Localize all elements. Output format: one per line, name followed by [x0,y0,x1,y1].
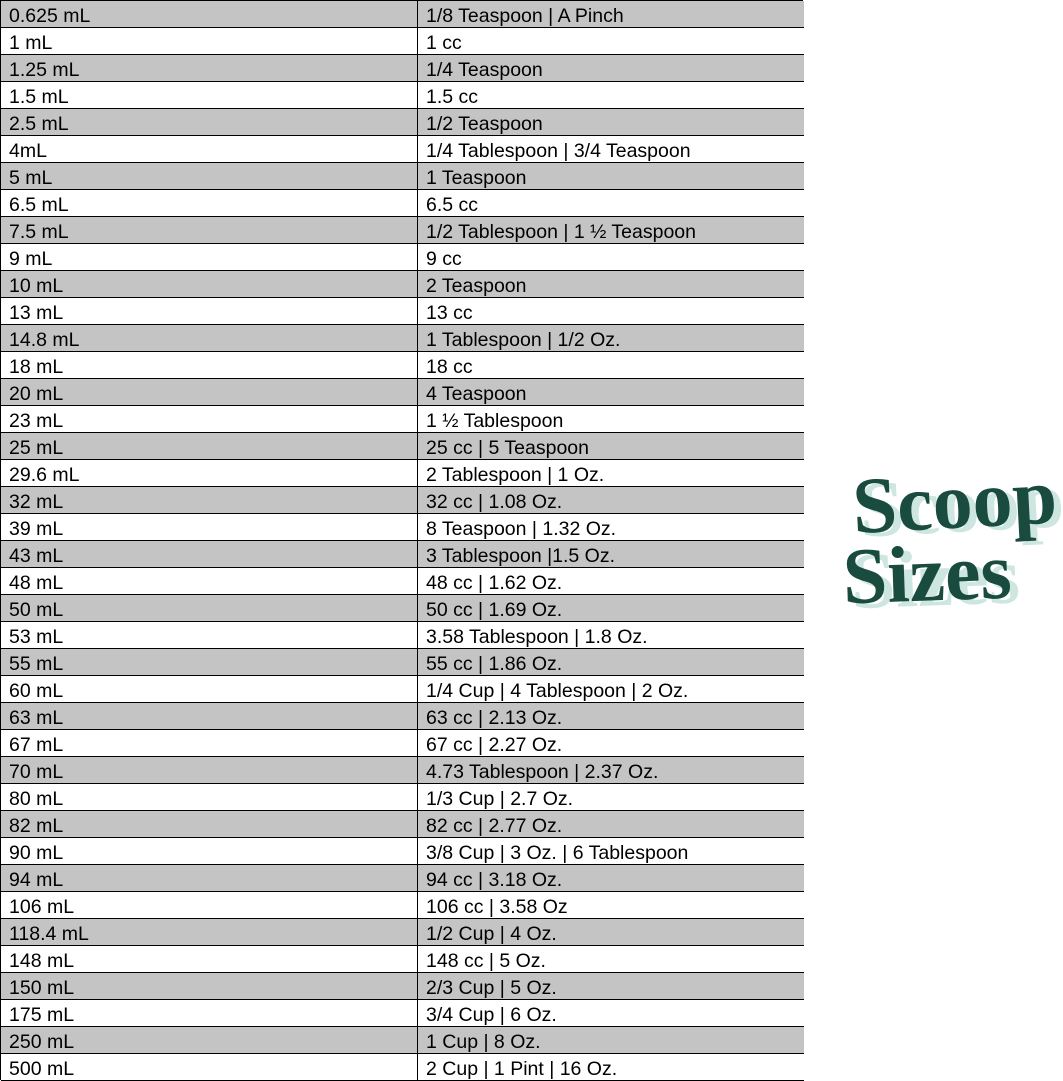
svg-text:Sizes: Sizes [841,528,1013,622]
